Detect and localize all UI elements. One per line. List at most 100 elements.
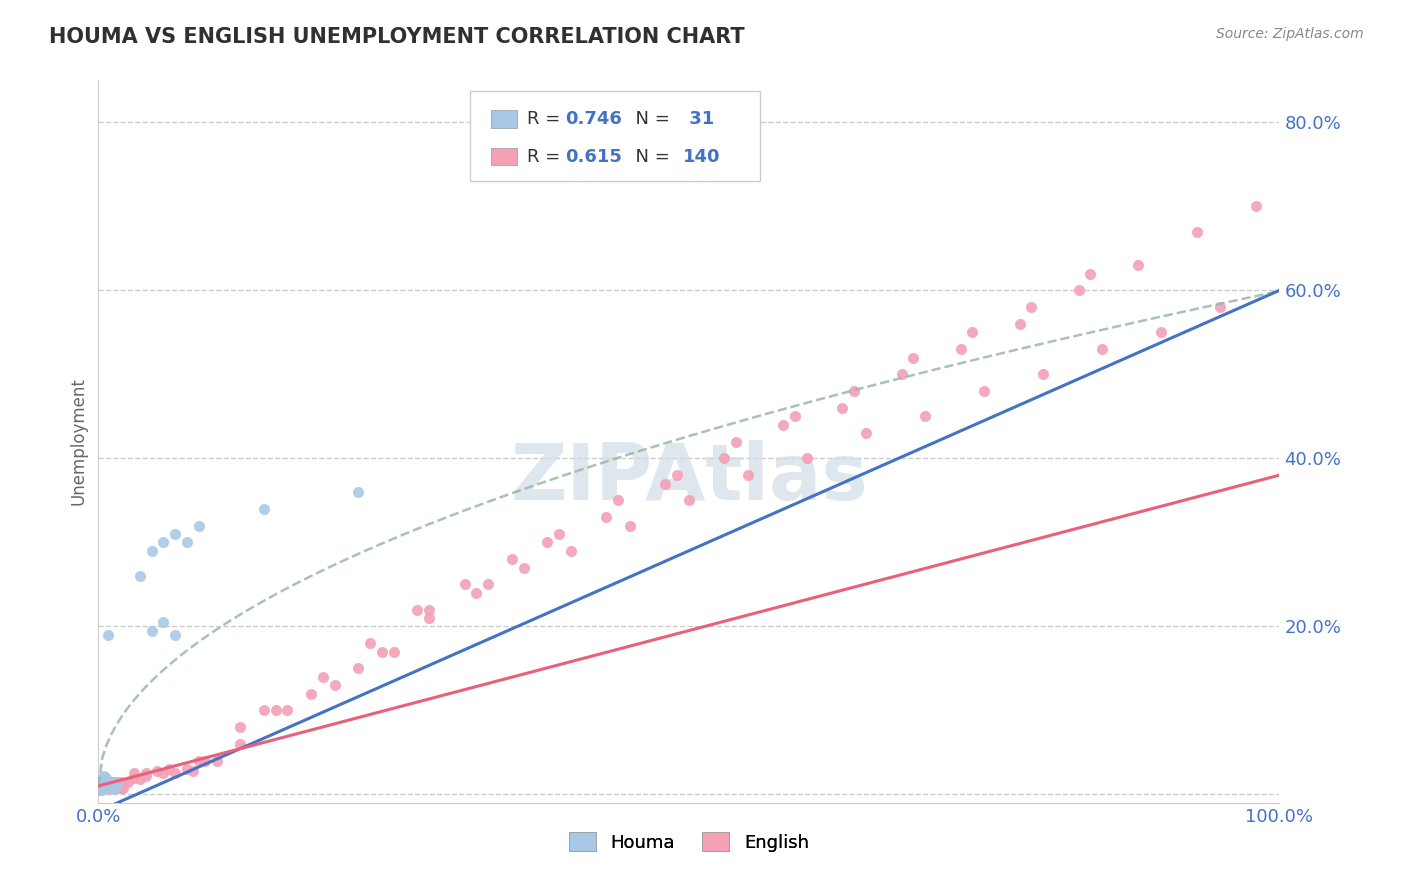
Point xyxy=(619,518,641,533)
Point xyxy=(1150,326,1173,340)
Point xyxy=(165,527,187,541)
Point xyxy=(713,451,735,466)
Point xyxy=(181,764,204,778)
Point xyxy=(104,779,127,793)
Point xyxy=(406,602,429,616)
Text: R =: R = xyxy=(527,111,567,128)
Point xyxy=(98,777,121,791)
Point xyxy=(176,762,198,776)
Point xyxy=(187,754,209,768)
Point xyxy=(103,779,125,793)
Point xyxy=(855,426,877,441)
Point xyxy=(91,777,114,791)
Point xyxy=(98,782,121,797)
Point xyxy=(654,476,676,491)
Point xyxy=(165,766,187,780)
Point xyxy=(98,780,121,795)
Bar xyxy=(491,148,516,165)
Point xyxy=(560,543,582,558)
Point xyxy=(678,493,700,508)
Point xyxy=(299,687,322,701)
Y-axis label: Unemployment: Unemployment xyxy=(69,377,87,506)
Bar xyxy=(491,111,516,128)
Point xyxy=(105,777,128,791)
Point xyxy=(666,468,689,483)
Point xyxy=(89,783,111,797)
FancyBboxPatch shape xyxy=(471,91,759,181)
Point xyxy=(101,777,124,791)
Point xyxy=(107,774,129,789)
Point xyxy=(477,577,499,591)
Text: 31: 31 xyxy=(683,111,714,128)
Point xyxy=(98,777,121,791)
Point xyxy=(1032,368,1054,382)
Text: ZIPAtlas: ZIPAtlas xyxy=(510,440,868,516)
Point xyxy=(97,779,120,793)
Point xyxy=(91,783,114,797)
Point xyxy=(501,552,523,566)
Point xyxy=(914,409,936,424)
Point xyxy=(128,569,150,583)
Point xyxy=(176,535,198,549)
Point xyxy=(152,535,174,549)
Point xyxy=(112,777,135,791)
Point xyxy=(465,586,488,600)
Point xyxy=(105,780,128,795)
Point xyxy=(1080,267,1102,281)
Point xyxy=(89,783,111,797)
Point xyxy=(595,510,617,524)
Point xyxy=(98,774,121,789)
Point xyxy=(90,780,112,795)
Text: 140: 140 xyxy=(683,147,720,166)
Point xyxy=(105,777,128,791)
Point xyxy=(94,780,117,795)
Point xyxy=(94,779,117,793)
Point xyxy=(105,777,128,791)
Point xyxy=(323,678,346,692)
Point xyxy=(90,780,112,795)
Point xyxy=(1185,225,1208,239)
Point xyxy=(264,703,287,717)
Point xyxy=(108,779,131,793)
Point xyxy=(91,777,114,791)
Point xyxy=(157,762,180,776)
Point xyxy=(1209,300,1232,314)
Point xyxy=(93,769,115,783)
Point xyxy=(903,351,925,365)
Point xyxy=(253,501,276,516)
Point xyxy=(205,754,228,768)
Text: HOUMA VS ENGLISH UNEMPLOYMENT CORRELATION CHART: HOUMA VS ENGLISH UNEMPLOYMENT CORRELATIO… xyxy=(49,27,745,46)
Point xyxy=(135,766,157,780)
Point xyxy=(187,518,209,533)
Point xyxy=(1008,317,1031,331)
Point xyxy=(98,777,121,791)
Point xyxy=(1244,199,1267,213)
Point xyxy=(949,342,972,356)
Point xyxy=(91,771,114,785)
Point xyxy=(93,777,115,791)
Point xyxy=(973,384,995,398)
Point xyxy=(128,772,150,787)
Point xyxy=(94,779,117,793)
Point xyxy=(110,774,132,789)
Point xyxy=(418,611,440,625)
Point xyxy=(97,774,120,789)
Point xyxy=(101,777,124,791)
Point xyxy=(962,326,984,340)
Point xyxy=(91,779,114,793)
Point xyxy=(453,577,475,591)
Point xyxy=(98,780,121,795)
Point xyxy=(772,417,794,432)
Point xyxy=(91,780,114,795)
Point xyxy=(831,401,853,415)
Point xyxy=(347,661,370,675)
Point xyxy=(96,779,118,793)
Point xyxy=(785,409,807,424)
Point xyxy=(96,779,118,793)
Point xyxy=(103,782,125,797)
Point xyxy=(93,777,115,791)
Point xyxy=(90,782,112,797)
Point xyxy=(607,493,630,508)
Point xyxy=(253,703,276,717)
Point xyxy=(100,779,122,793)
